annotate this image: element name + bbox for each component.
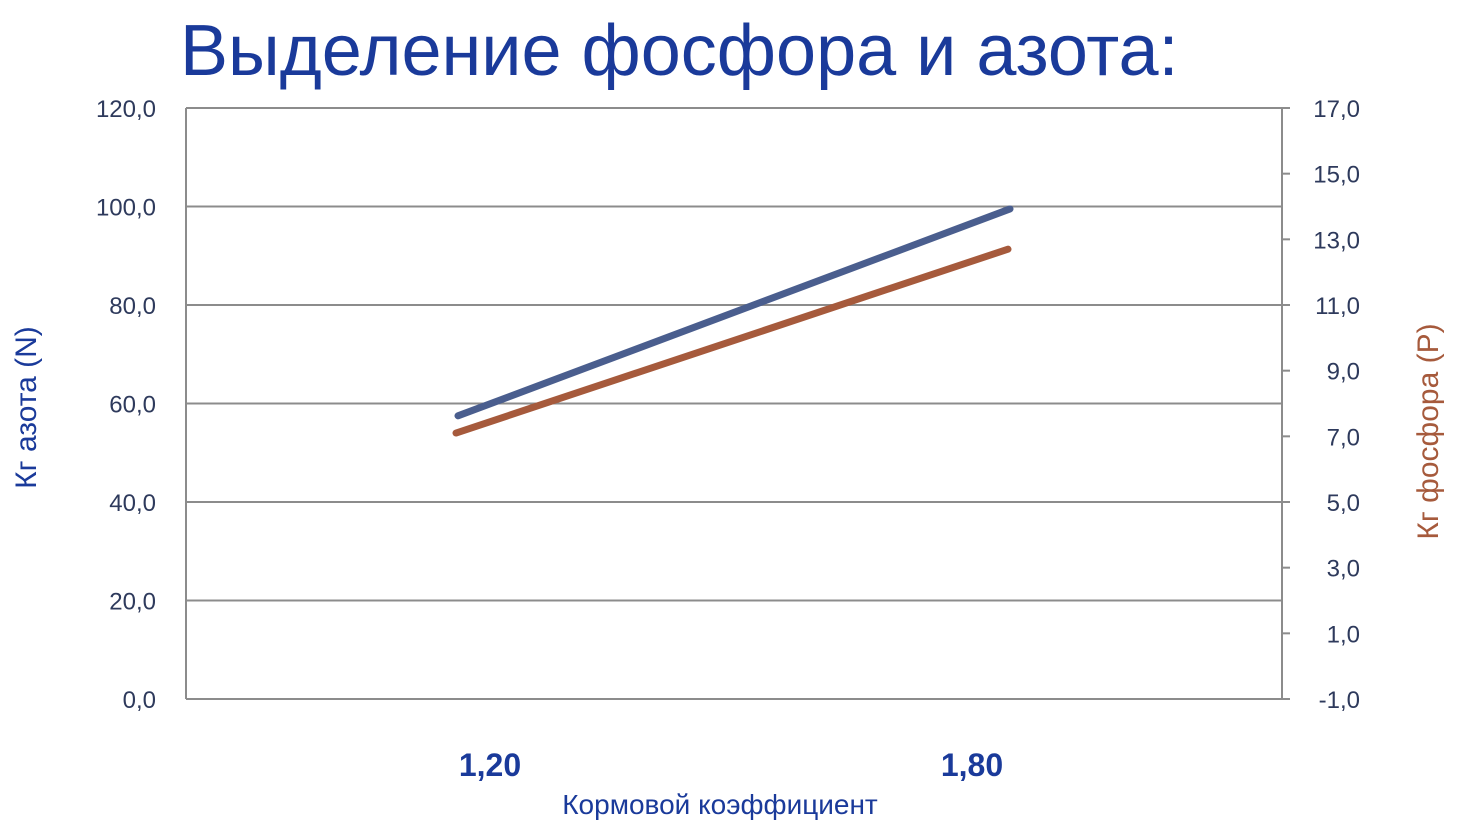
y-tick-label-left: 40,0 (109, 490, 156, 517)
y-tick-label-right: 1,0 (1327, 621, 1360, 648)
axes (185, 107, 1290, 700)
labels: 0,0 20,0 40,0 60,0 80,0 100,0 120,0 -1,0 1,0 3,0 5… (10, 96, 1445, 820)
y-tick-label-left: 0,0 (123, 687, 156, 714)
y-tick-label-right: 15,0 (1313, 162, 1360, 189)
series (452, 205, 1014, 437)
x-axis-title: Кормовой коэффициент (562, 789, 878, 820)
series-line-nitrogen (454, 205, 1014, 420)
y-tick-label-left: 60,0 (109, 392, 156, 419)
y-tick-label-right: 9,0 (1327, 359, 1360, 386)
y-tick-label-right: -1,0 (1319, 687, 1360, 714)
x-tick-label: 1,20 (459, 747, 521, 783)
series-line-phosphorus (452, 245, 1012, 437)
y-tick-label-right: 13,0 (1313, 227, 1360, 254)
y-tick-label-right: 17,0 (1313, 96, 1360, 123)
y-tick-label-right: 3,0 (1327, 556, 1360, 583)
y-tick-label-right: 7,0 (1327, 424, 1360, 451)
gridlines (186, 107, 1282, 602)
y-tick-label-left: 80,0 (109, 293, 156, 320)
y-tick-label-right: 5,0 (1327, 490, 1360, 517)
y-axis-title-right: Кг фосфора (P) (1412, 323, 1445, 539)
x-tick-label: 1,80 (941, 747, 1003, 783)
y-tick-label-left: 120,0 (96, 96, 156, 123)
y-tick-label-left: 100,0 (96, 195, 156, 222)
y-tick-label-right: 11,0 (1315, 293, 1360, 320)
page-title: Выделение фосфора и азота: (180, 11, 1179, 91)
y-tick-label-left: 20,0 (109, 589, 156, 616)
y-axis-title-left: Кг азота (N) (10, 326, 43, 489)
